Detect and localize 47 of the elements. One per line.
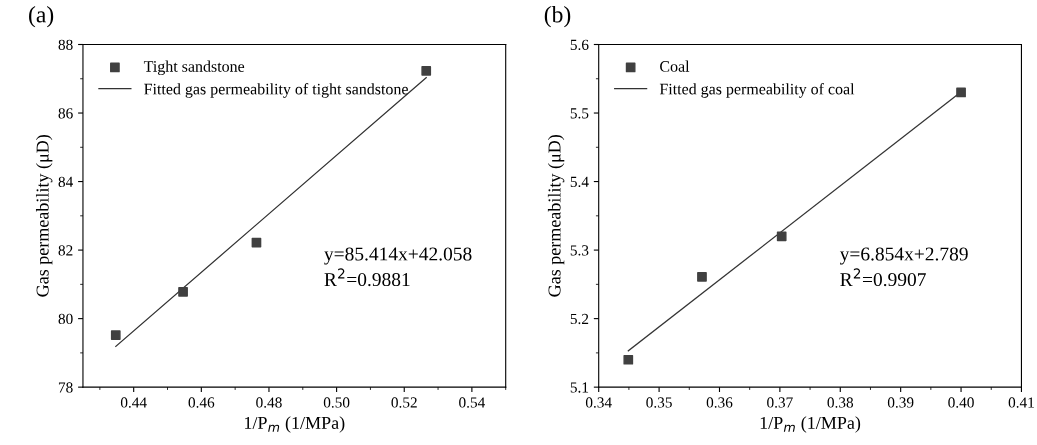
point xyxy=(956,87,966,98)
x-tick-label: 0.36 xyxy=(706,397,733,408)
y-tick-label: 80 xyxy=(58,313,73,325)
legend-label: Coal xyxy=(660,60,690,72)
y-tick-label: 5.2 xyxy=(570,313,589,325)
y-tick-label: 86 xyxy=(58,108,73,119)
y-axis-title: Gas permeability (μD) xyxy=(35,135,53,297)
point xyxy=(697,271,707,282)
y-tick-label: 5.3 xyxy=(570,245,589,256)
x-tick-label: 0.48 xyxy=(256,397,282,408)
x-tick-label: 0.52 xyxy=(391,397,417,408)
y-axis-title: Gas permeability (μD) xyxy=(547,135,565,297)
y-tick-label: 5.6 xyxy=(570,39,589,51)
x-axis-title: 1/P$_{m}$ (1/MPa) xyxy=(760,416,861,433)
legend-label: Fitted gas permeability of tight sandstone xyxy=(144,83,408,98)
x-tick-label: 0.50 xyxy=(323,397,350,408)
point xyxy=(110,330,121,340)
y-tick-label: 82 xyxy=(58,245,73,256)
y-tick-label: 5.5 xyxy=(570,108,589,119)
x-tick-label: 0.41 xyxy=(1008,397,1034,408)
x-tick-label: 0.44 xyxy=(120,397,147,408)
annotation: y=6.854x+2.789 xyxy=(839,247,968,265)
x-tick-label: 0.39 xyxy=(887,397,914,408)
x-tick-label: 0.38 xyxy=(827,397,854,408)
annotation: R$^{2}$=0.9881 xyxy=(324,268,410,287)
y-tick-label: 5.1 xyxy=(570,382,589,393)
point xyxy=(776,231,787,242)
y-tick-label: 5.4 xyxy=(570,176,589,188)
legend-label: Tight sandstone xyxy=(143,60,245,76)
annotation: y=85.414x+42.058 xyxy=(324,247,472,265)
x-tick-label: 0.40 xyxy=(948,397,974,408)
x-tick-label: 0.34 xyxy=(585,397,612,408)
x-tick-label: 0.46 xyxy=(188,397,215,408)
point xyxy=(178,287,188,297)
y-tick-label: 88 xyxy=(58,39,73,50)
y-tick-label: 78 xyxy=(58,382,73,393)
x-tick-label: 0.54 xyxy=(459,397,486,408)
y-tick-label: 84 xyxy=(58,176,73,188)
x-tick-label: 0.37 xyxy=(767,397,793,408)
x-tick-label: 0.35 xyxy=(646,397,672,408)
chart-title: (a) xyxy=(29,5,54,28)
legend-label: Fitted gas permeability of coal xyxy=(659,83,855,98)
point xyxy=(623,354,634,365)
chart-title: (b) xyxy=(544,5,571,28)
point xyxy=(421,66,432,76)
annotation: R$^{2}$=0.9907 xyxy=(840,268,926,287)
x-axis-title: 1/P$_{m}$ (1/MPa) xyxy=(245,416,345,433)
